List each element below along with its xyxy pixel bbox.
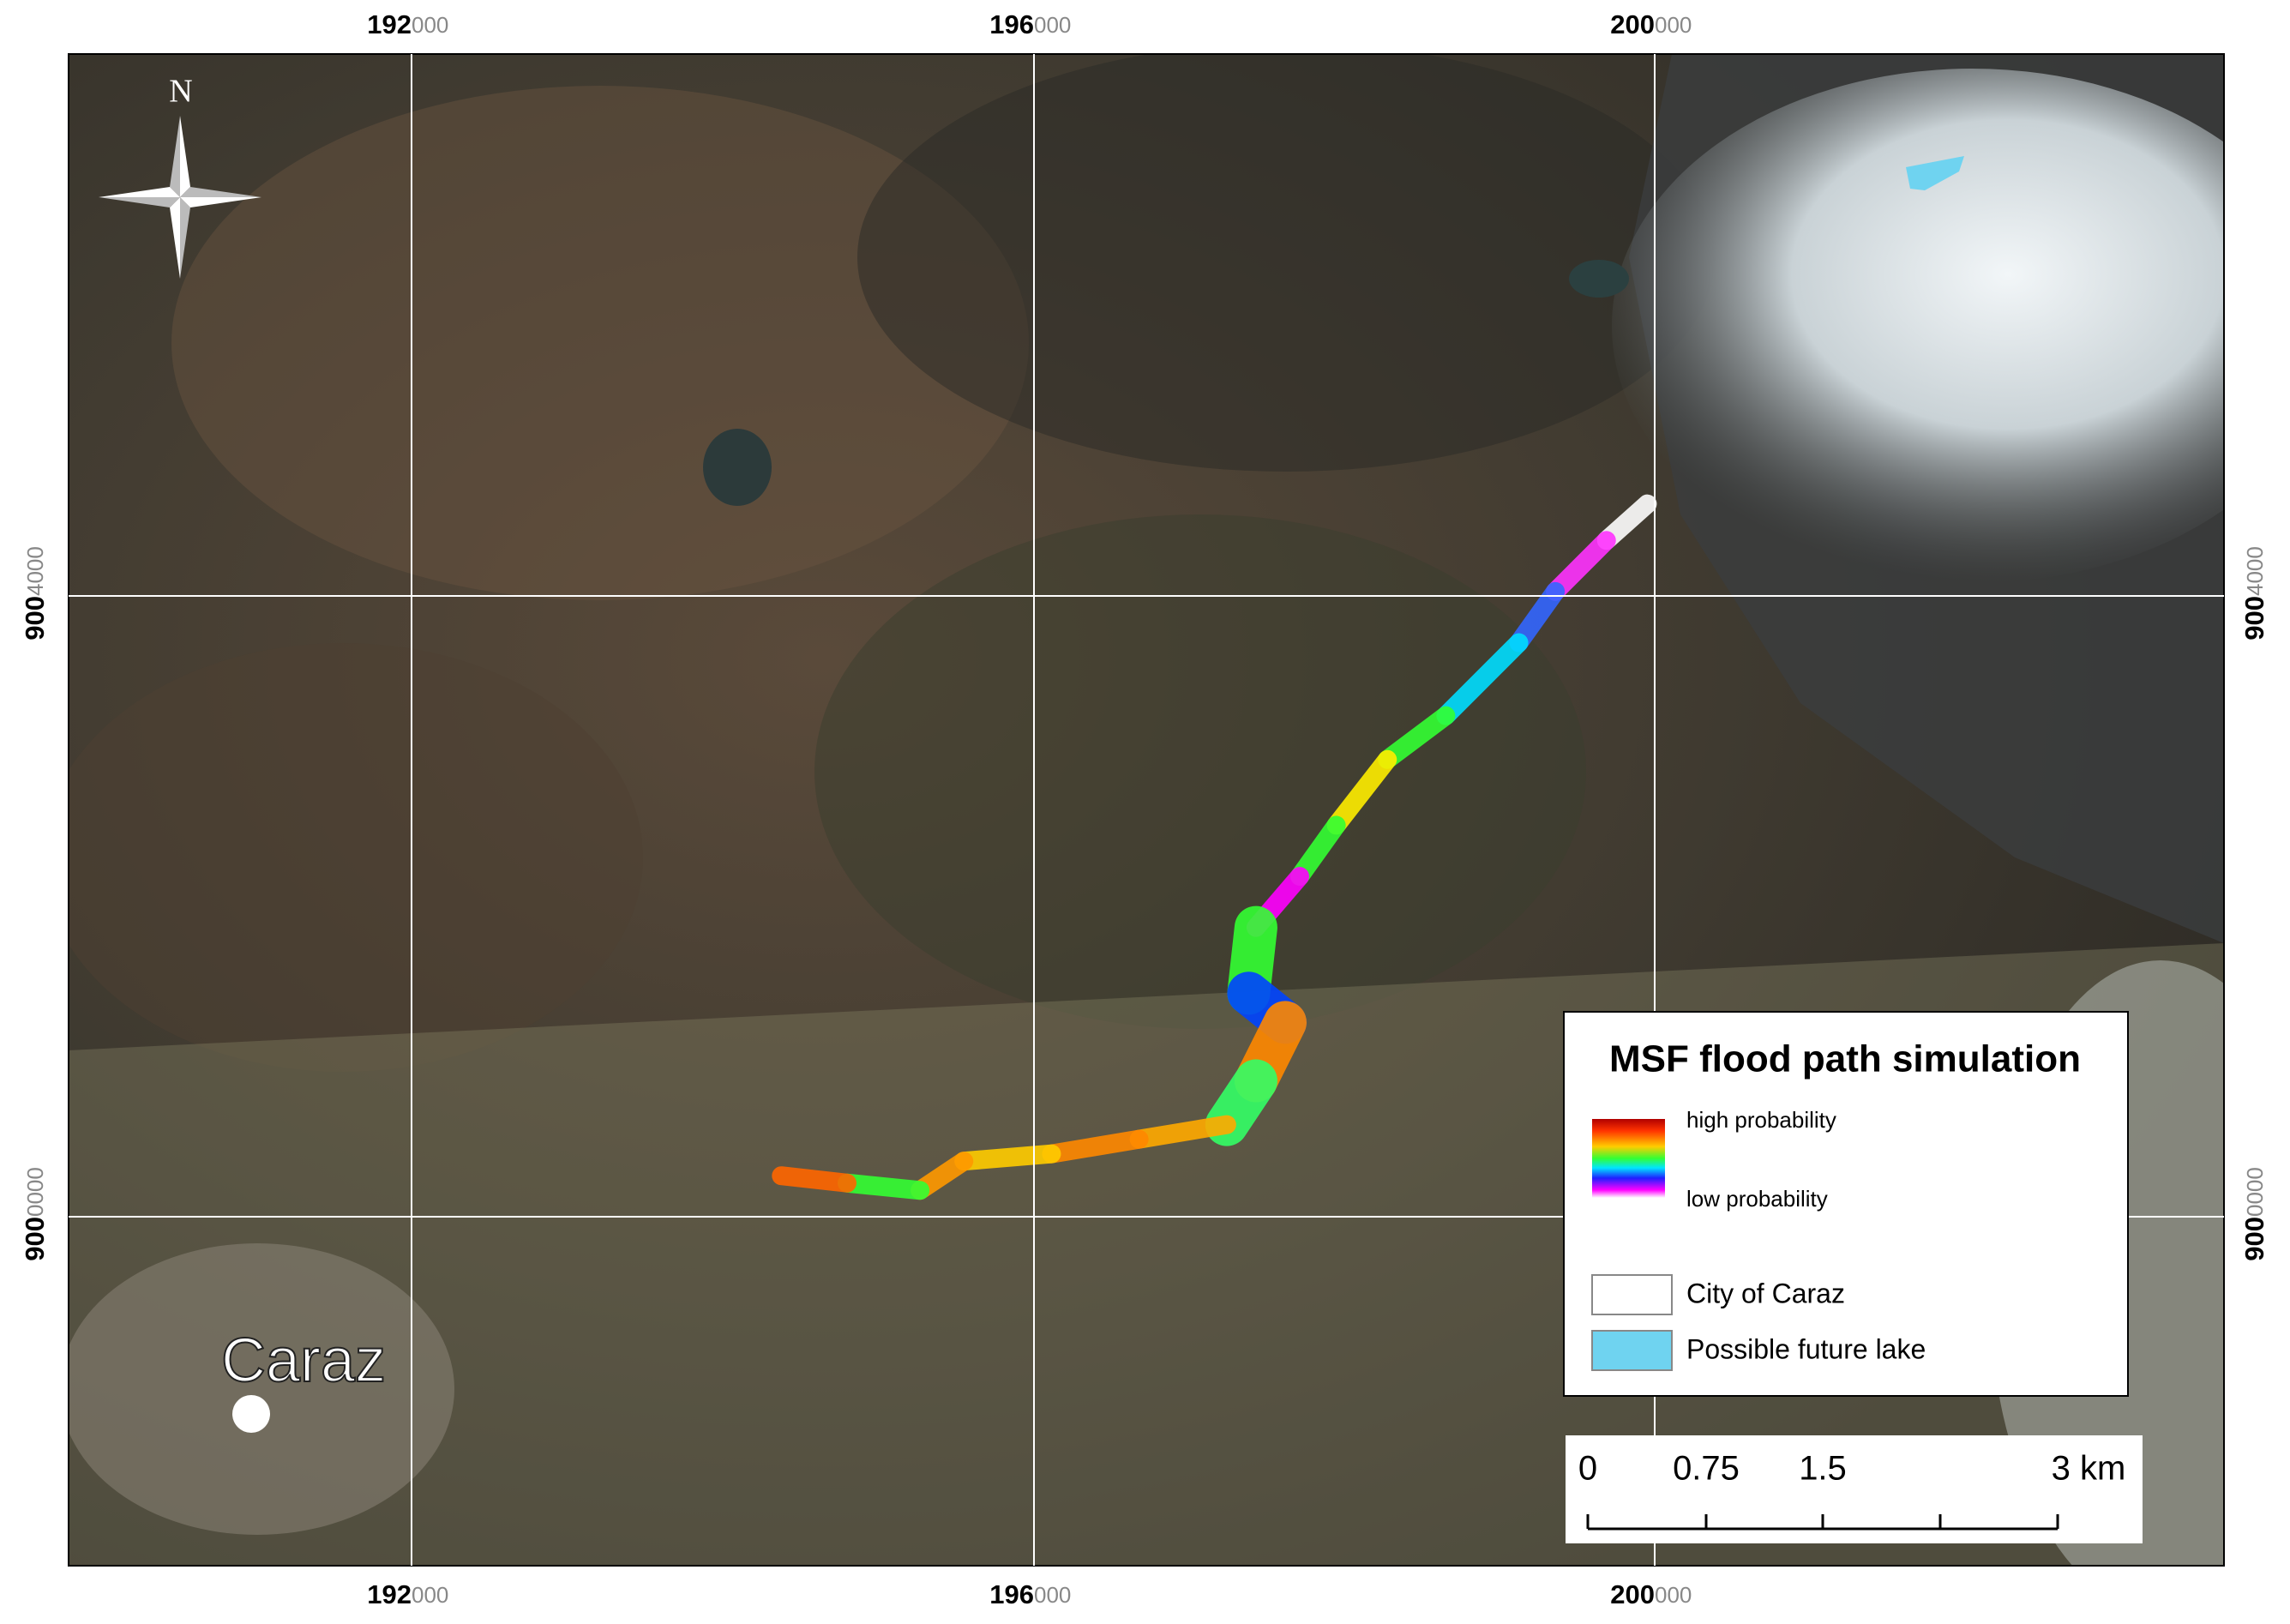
y-label-minor: 4000 [22,546,48,596]
y-label-major: 900 [2239,1217,2269,1261]
flood-segment [1290,815,1346,887]
scale-label: 1.5 [1799,1450,1847,1488]
y-label-minor: 4000 [2242,546,2268,596]
flood-segment [1378,706,1456,769]
legend-item: City of Caraz [1686,1278,1845,1308]
x-label-minor: 000 [412,12,448,38]
legend: MSF flood path simulation high probabili… [1563,1011,2129,1397]
x-label-minor: 000 [1034,12,1071,38]
x-label-major: 200 [1610,9,1655,39]
city-label: Caraz [221,1326,386,1395]
legend-item: Possible future lake [1686,1333,1926,1364]
x-label-minor: 000 [1655,12,1692,38]
legend-swatch-lake [1591,1330,1673,1371]
x-label-major: 196 [989,1579,1034,1609]
flood-segment [1509,581,1566,653]
flood-path [772,494,1657,1200]
north-label: N [169,74,192,110]
x-label-minor: 000 [1655,1582,1692,1608]
flood-segment [1436,633,1529,725]
flood-segment [772,1166,856,1193]
y-label-major: 900 [20,1217,50,1261]
x-label-major: 192 [367,1579,412,1609]
flood-segment [1129,1115,1236,1149]
y-label-minor: 0000 [22,1167,48,1217]
scale-bar: 0 0.75 1.5 3 km [1566,1435,2143,1543]
legend-swatch-city [1591,1274,1673,1315]
y-label-major: 900 [2239,596,2269,641]
x-label-minor: 000 [1034,1582,1071,1608]
legend-title: MSF flood path simulation [1609,1038,2081,1080]
scale-label: 0 [1578,1450,1597,1488]
flood-segment [1042,1129,1149,1164]
flood-segment [837,1173,930,1200]
north-arrow [99,116,261,279]
legend-high: high probability [1686,1107,1836,1133]
probability-ramp [1592,1119,1665,1198]
x-label-minor: 000 [412,1582,448,1608]
y-label-minor: 0000 [2242,1167,2268,1217]
scale-label: 0.75 [1673,1450,1740,1488]
city-marker [232,1395,270,1433]
x-label-major: 192 [367,9,412,39]
flood-segment [1326,749,1397,835]
future-lake [1906,156,1964,190]
x-label-major: 200 [1610,1579,1655,1609]
flood-segment [1546,531,1616,601]
map-frame [68,53,2225,1567]
flood-segment [954,1144,1061,1171]
x-label-major: 196 [989,9,1034,39]
imagery [69,54,2224,1566]
y-label-major: 900 [20,596,50,641]
scale-label: 3 km [2052,1450,2126,1488]
legend-low: low probability [1686,1186,1828,1212]
